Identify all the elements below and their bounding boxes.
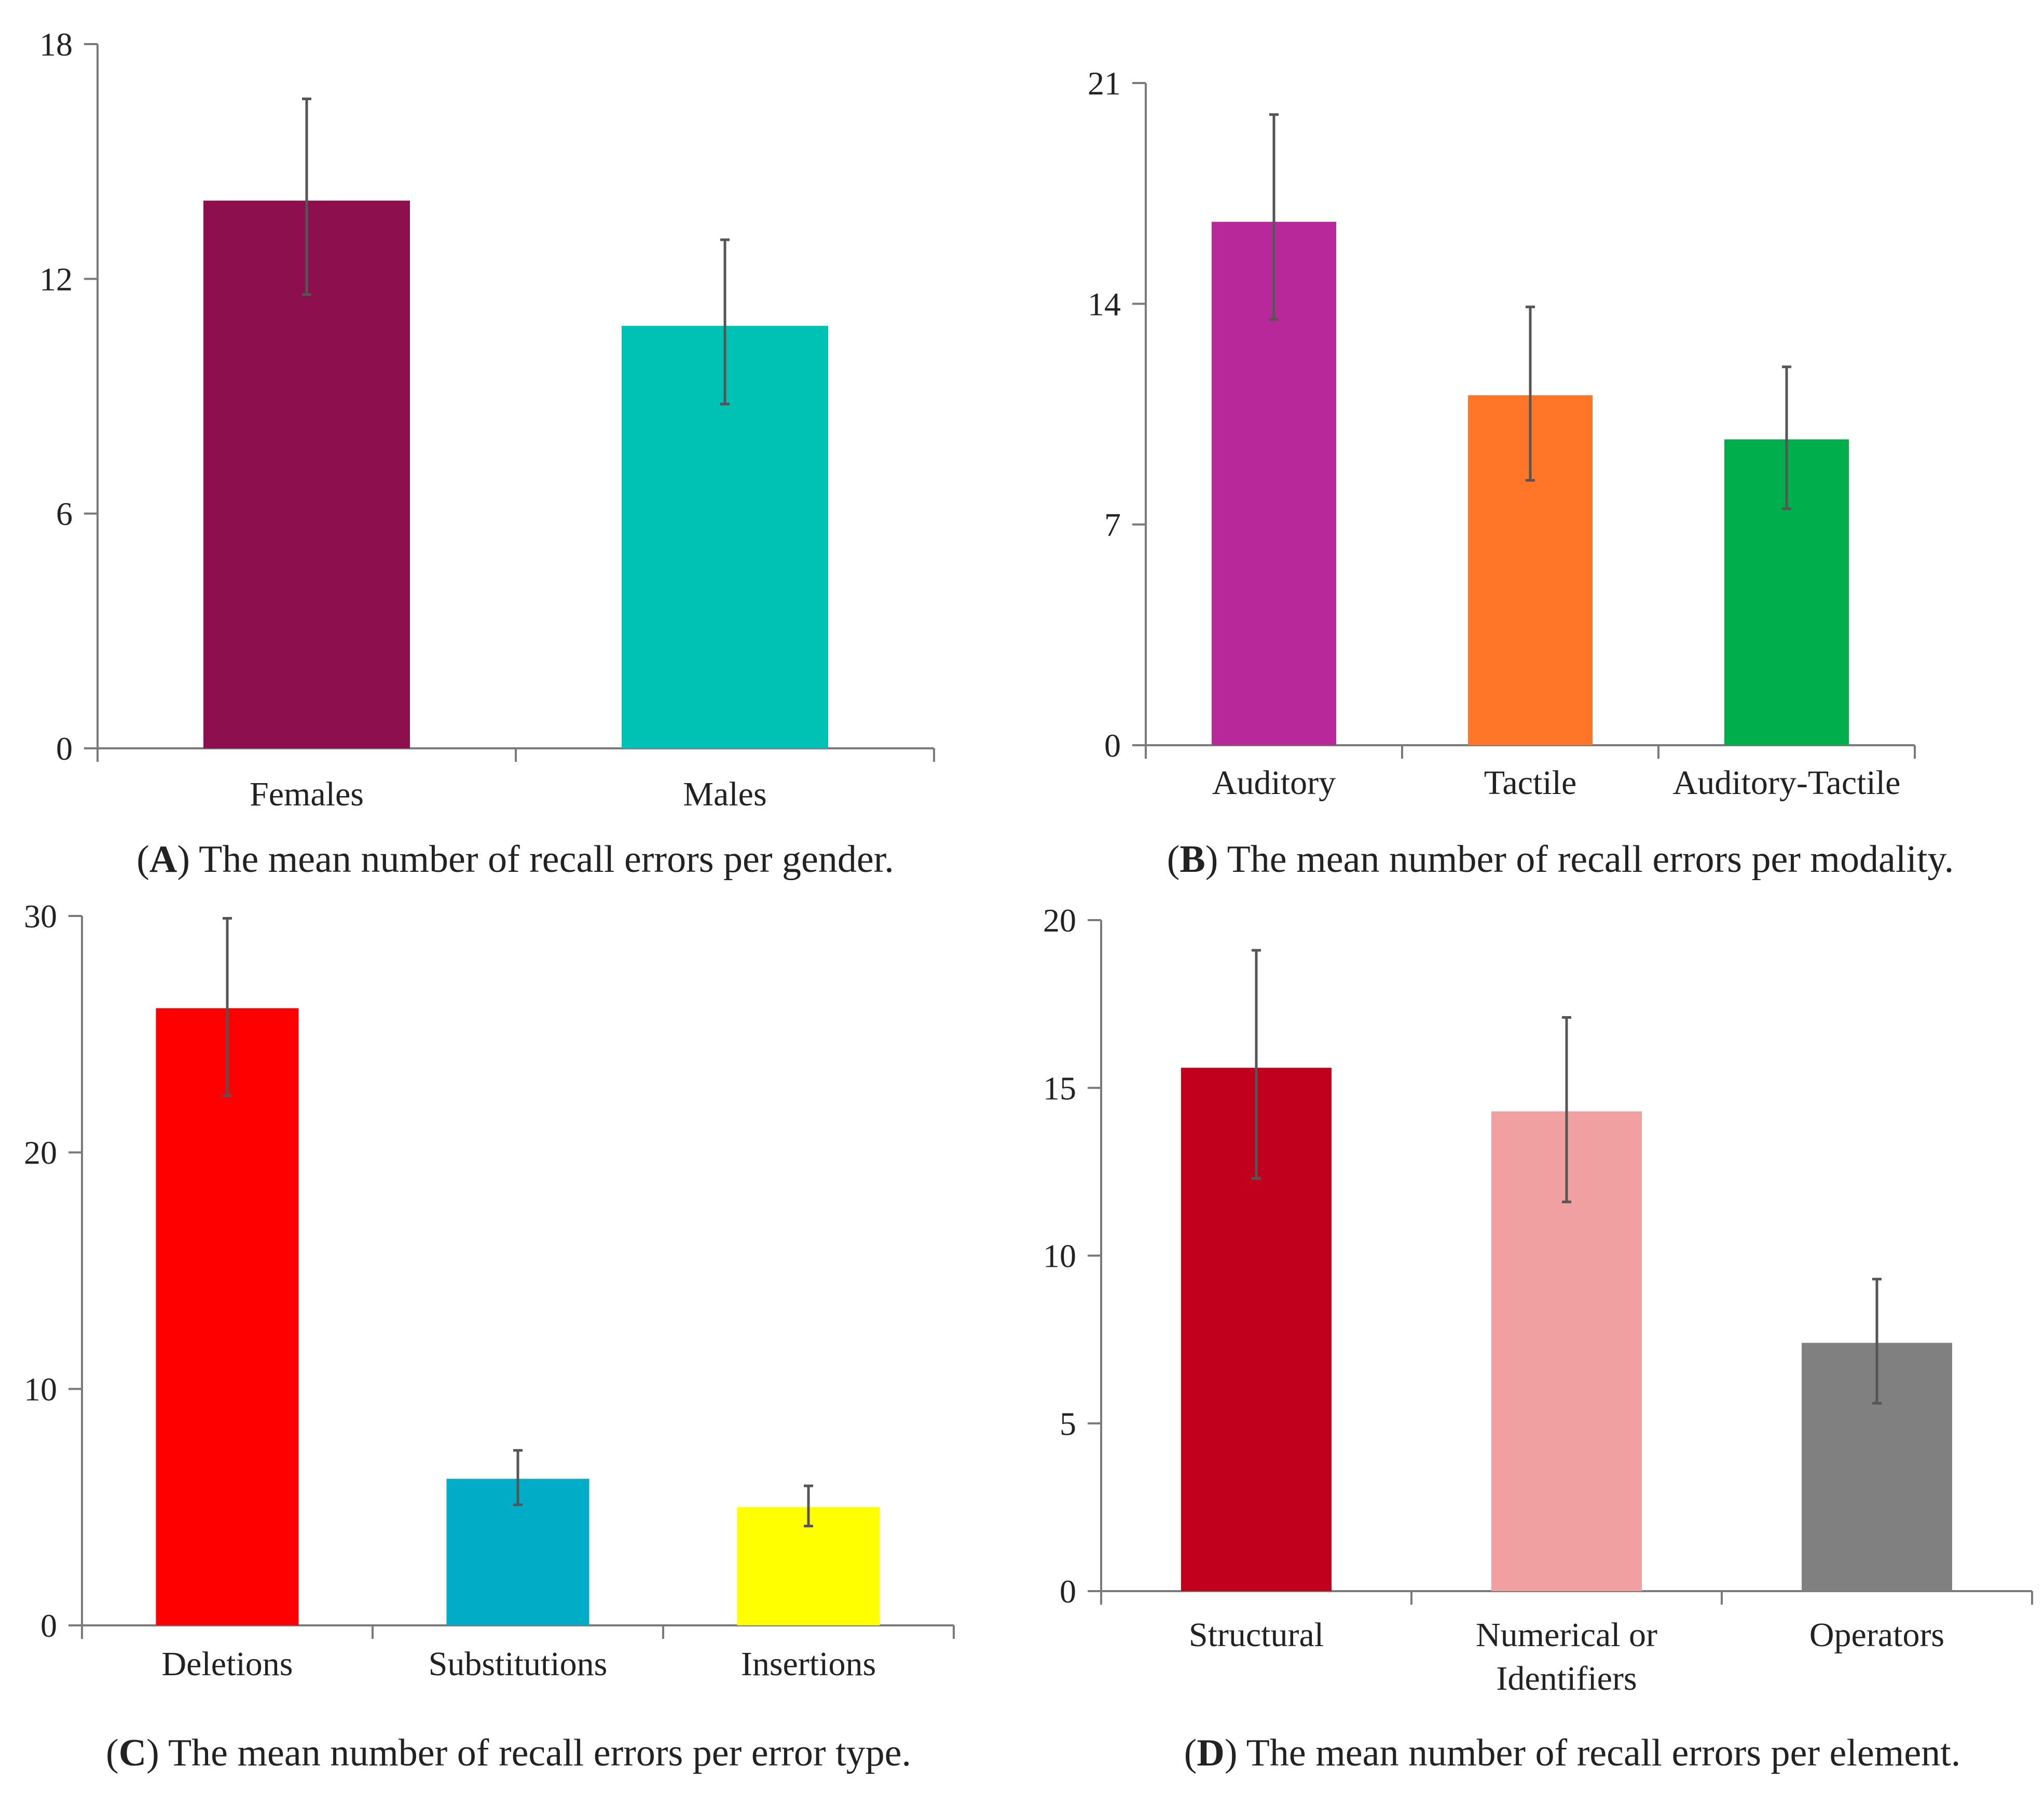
y-tick-label: 5 <box>1060 1405 1076 1442</box>
category-label: Males <box>683 775 766 813</box>
y-tick-label: 10 <box>24 1371 57 1407</box>
caption: (C) The mean number of recall errors per… <box>106 1732 911 1774</box>
caption-letter: A <box>149 838 177 881</box>
caption: (D) The mean number of recall errors per… <box>1184 1732 1960 1774</box>
caption-text: The mean number of recall errors per mod… <box>1227 838 1954 881</box>
category-label: Auditory-Tactile <box>1673 764 1901 802</box>
chart-a: 0 6 12 18 Females Males (A) The mean number of… <box>39 26 935 881</box>
category-label: Tactile <box>1484 764 1577 802</box>
category-label: Structural <box>1189 1616 1324 1654</box>
y-tick-label: 0 <box>56 730 73 767</box>
category-label: Numerical or Identifiers <box>1476 1616 1657 1698</box>
chart-d: 0 5 10 15 20 Structural Numerical or Identifier… <box>1043 902 2033 1774</box>
caption-letter: D <box>1197 1732 1224 1774</box>
y-tick-label: 14 <box>1088 285 1121 322</box>
y-tick-label: 12 <box>39 261 73 297</box>
category-label: Substitutions <box>429 1645 608 1683</box>
caption-letter: C <box>119 1732 146 1774</box>
y-tick-label: 30 <box>24 898 57 935</box>
y-tick-label: 0 <box>1060 1573 1076 1610</box>
caption-text: The mean number of recall errors per gen… <box>199 838 894 881</box>
category-label: Insertions <box>741 1645 876 1683</box>
y-tick-label: 21 <box>1088 65 1121 102</box>
bar-0 <box>156 1008 299 1625</box>
caption: (A) The mean number of recall errors per… <box>136 838 894 881</box>
chart-b: 0 7 14 21 Auditory Tactile Auditory-Tactile (B)… <box>1088 65 1954 881</box>
y-tick-label: 0 <box>1104 727 1121 764</box>
y-tick-label: 18 <box>39 26 73 63</box>
y-tick-label: 20 <box>1043 902 1076 939</box>
caption-text: The mean number of recall errors per ele… <box>1246 1732 1961 1774</box>
category-label: Deletions <box>162 1645 293 1683</box>
chart-c: 0 10 20 30 Deletions Substitutions Insertions (… <box>24 898 955 1774</box>
category-label: Females <box>250 775 364 813</box>
category-label: Auditory <box>1212 764 1336 802</box>
caption-letter: B <box>1179 838 1205 881</box>
caption: (B) The mean number of recall errors per… <box>1167 838 1954 881</box>
y-tick-label: 20 <box>24 1134 57 1171</box>
category-label: Operators <box>1809 1616 1944 1654</box>
caption-text: The mean number of recall errors per err… <box>168 1732 911 1774</box>
y-tick-label: 7 <box>1104 507 1121 543</box>
y-tick-label: 0 <box>40 1607 57 1644</box>
y-tick-label: 10 <box>1043 1238 1076 1275</box>
y-tick-label: 6 <box>56 496 73 532</box>
y-tick-label: 15 <box>1043 1070 1076 1106</box>
